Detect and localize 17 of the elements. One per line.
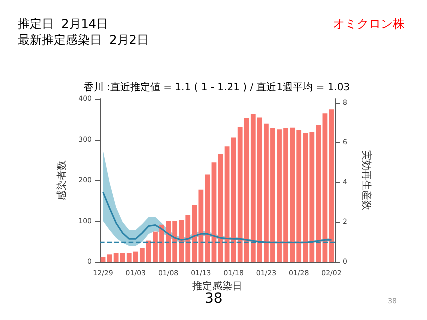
bar bbox=[205, 174, 210, 262]
bar bbox=[107, 254, 112, 262]
bar bbox=[100, 257, 106, 262]
y-axis-title: 感染者数 bbox=[56, 160, 68, 200]
bar bbox=[212, 162, 217, 262]
text: オミクロン株 bbox=[333, 17, 405, 31]
bar bbox=[224, 146, 230, 262]
x-axis-title: 推定感染日 bbox=[192, 280, 242, 292]
y2-axis-title: 実効再生産数 bbox=[360, 150, 372, 210]
chart-title: 香川 :直近推定値 = 1.1 ( 1 - 1.21 ) / 直近1週平均 = 1.03 bbox=[84, 82, 350, 94]
line-series bbox=[102, 192, 332, 244]
text: 推定日 2月14日 bbox=[18, 17, 109, 31]
bar bbox=[322, 114, 328, 262]
text: 最新推定感染日 2月2日 bbox=[18, 33, 149, 47]
text: 38 bbox=[205, 291, 223, 307]
bar bbox=[329, 110, 334, 262]
bar bbox=[218, 154, 224, 262]
